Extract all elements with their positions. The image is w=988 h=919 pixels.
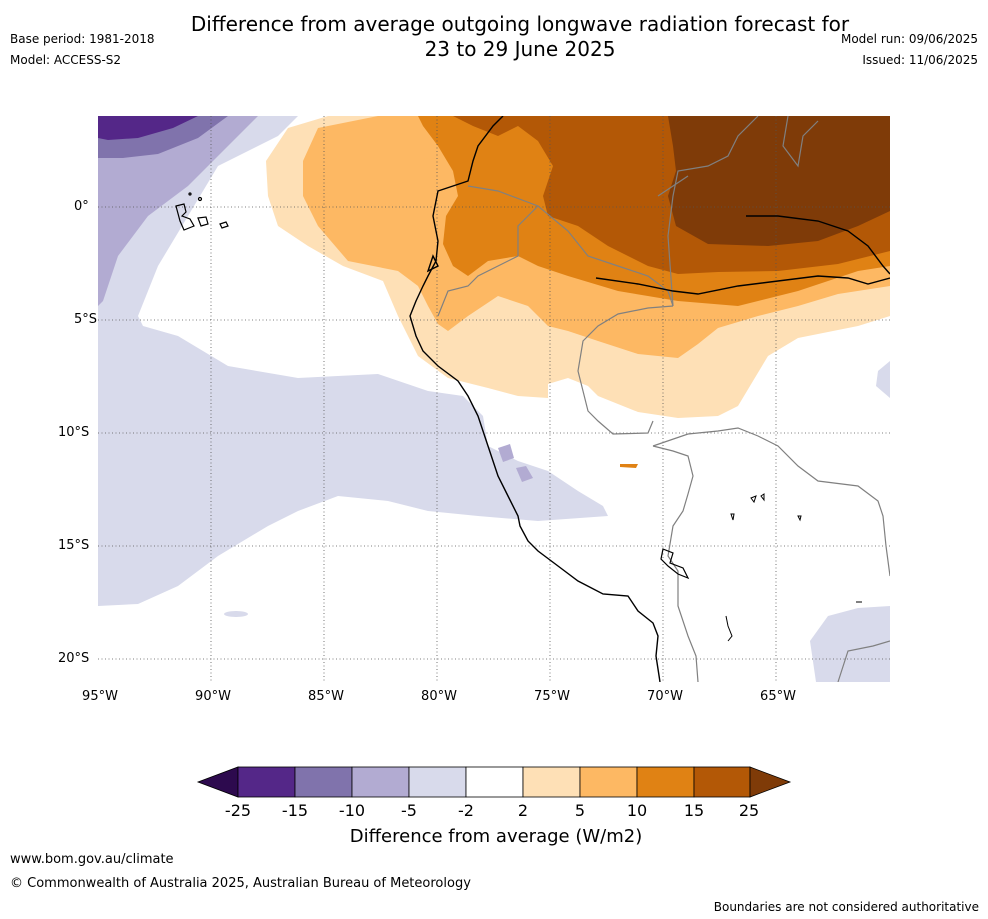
coastline <box>409 116 890 682</box>
country-borders <box>437 116 890 682</box>
lon-label-95w: 95°W <box>82 689 118 704</box>
olr-anomaly-map <box>98 116 890 682</box>
lat-label-20s: 20°S <box>58 651 90 666</box>
anomaly-neg-light-4 <box>224 611 248 617</box>
model-run: Model run: 09/06/2025 <box>840 32 978 46</box>
cb-tick: 15 <box>683 801 705 820</box>
cb-tick: -2 <box>458 801 474 820</box>
footer-website: www.bom.gov.au/climate <box>10 852 174 867</box>
lon-label-90w: 90°W <box>195 689 231 704</box>
anomaly-neg-light-3 <box>876 361 890 398</box>
lake-titicaca <box>660 548 690 580</box>
lon-label-70w: 70°W <box>647 689 683 704</box>
colorbar-bin-9 <box>693 766 751 798</box>
meta-right: Model run: 09/06/2025 Issued: 11/06/2025 <box>841 32 978 74</box>
footer-copyright: © Commonwealth of Australia 2025, Austra… <box>10 876 471 891</box>
cb-tick: -10 <box>338 801 366 820</box>
colorbar-bin-4 <box>408 766 467 798</box>
colorbar-bin-7 <box>579 766 638 798</box>
galapagos-islands <box>175 192 229 231</box>
title-line-2: 23 to 29 June 2025 <box>424 37 616 61</box>
lat-label-5s: 5°S <box>74 312 98 327</box>
lat-label-15s: 15°S <box>58 538 90 553</box>
issued-date: Issued: 11/06/2025 <box>862 53 978 67</box>
lon-label-75w: 75°W <box>534 689 570 704</box>
lat-label-10s: 10°S <box>58 425 90 440</box>
cb-tick: -25 <box>224 801 252 820</box>
cb-tick: 2 <box>517 801 529 820</box>
title-line-1: Difference from average outgoing longwav… <box>190 12 850 36</box>
map-title: Difference from average outgoing longwav… <box>150 12 890 62</box>
cb-tick: 25 <box>738 801 760 820</box>
colorbar-title: Difference from average (W/m2) <box>349 826 643 847</box>
cb-tick: -5 <box>401 801 417 820</box>
base-period: Base period: 1981-2018 <box>10 32 155 46</box>
colorbar-bin-8 <box>636 766 695 798</box>
cb-tick: 5 <box>574 801 586 820</box>
lat-label-0: 0° <box>74 199 89 214</box>
anomaly-neg-mid <box>98 116 258 306</box>
lon-label-80w: 80°W <box>421 689 457 704</box>
anomaly-pos-extreme <box>668 116 890 246</box>
model-name: Model: ACCESS-S2 <box>10 53 122 67</box>
map-fills <box>98 116 890 682</box>
lon-label-85w: 85°W <box>308 689 344 704</box>
colorbar-bin-2 <box>294 766 353 798</box>
cb-tick: 10 <box>626 801 648 820</box>
anomaly-pos-mid-2 <box>420 158 438 171</box>
cb-tick: -15 <box>281 801 309 820</box>
anomaly-neg-very-strong <box>98 116 198 140</box>
colorbar-bin-3 <box>351 766 410 798</box>
anomaly-neg-light-2 <box>810 606 890 682</box>
lon-label-65w: 65°W <box>760 689 796 704</box>
colorbar-bin-6 <box>522 766 581 798</box>
meta-left: Base period: 1981-2018 Model: ACCESS-S2 <box>10 32 155 74</box>
colorbar-extend-min <box>196 766 239 798</box>
graticule <box>98 116 890 682</box>
footer-boundary-note: Boundaries are not considered authoritat… <box>713 900 979 914</box>
colorbar <box>196 766 792 798</box>
colorbar-extend-max <box>749 766 792 798</box>
colorbar-bin-1 <box>237 766 296 798</box>
colorbar-bin-5 <box>465 766 524 798</box>
anomaly-neg-light <box>98 116 608 606</box>
